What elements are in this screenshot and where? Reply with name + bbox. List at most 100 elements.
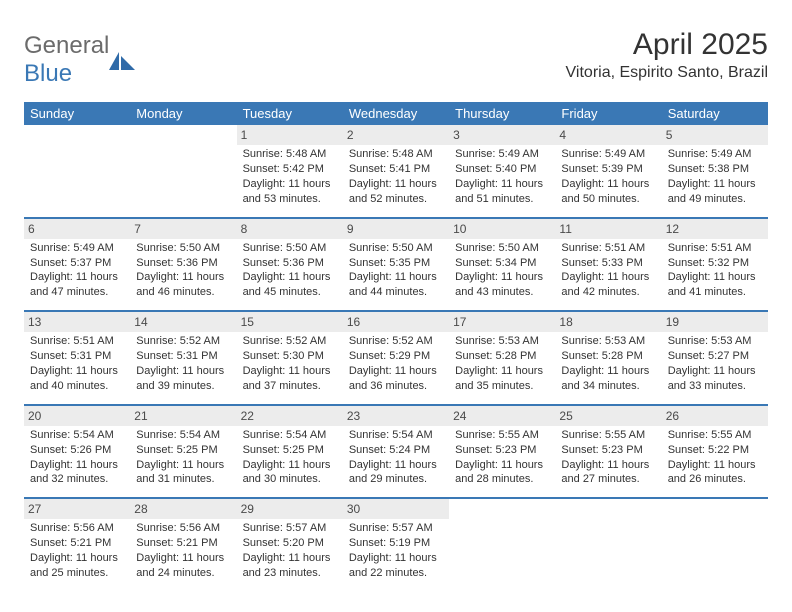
daylight-line: Daylight: 11 hours and 25 minutes.: [30, 551, 124, 581]
sunrise-line: Sunrise: 5:49 AM: [561, 147, 655, 162]
sunrise-line: Sunrise: 5:57 AM: [243, 521, 337, 536]
calendar-cell: 30Sunrise: 5:57 AMSunset: 5:19 PMDayligh…: [343, 498, 449, 591]
sunrise-line: Sunrise: 5:50 AM: [455, 241, 549, 256]
header: General Blue April 2025 Vitoria, Espirit…: [24, 28, 768, 88]
day-number: 2: [343, 125, 449, 145]
day-number: 18: [555, 312, 661, 332]
day-number: 16: [343, 312, 449, 332]
sunrise-line: Sunrise: 5:50 AM: [136, 241, 230, 256]
daylight-line: Daylight: 11 hours and 42 minutes.: [561, 270, 655, 300]
day-number: 23: [343, 406, 449, 426]
sunset-line: Sunset: 5:36 PM: [136, 256, 230, 271]
sunset-line: Sunset: 5:41 PM: [349, 162, 443, 177]
calendar-cell: 3Sunrise: 5:49 AMSunset: 5:40 PMDaylight…: [449, 125, 555, 218]
sunrise-line: Sunrise: 5:55 AM: [668, 428, 762, 443]
logo-text-general: General: [24, 32, 109, 59]
daylight-line: Daylight: 11 hours and 53 minutes.: [243, 177, 337, 207]
calendar-cell: [555, 498, 661, 591]
sunset-line: Sunset: 5:42 PM: [243, 162, 337, 177]
sunset-line: Sunset: 5:32 PM: [668, 256, 762, 271]
daylight-line: Daylight: 11 hours and 49 minutes.: [668, 177, 762, 207]
daylight-line: Daylight: 11 hours and 27 minutes.: [561, 458, 655, 488]
sunrise-line: Sunrise: 5:57 AM: [349, 521, 443, 536]
sunset-line: Sunset: 5:25 PM: [136, 443, 230, 458]
sunset-line: Sunset: 5:31 PM: [136, 349, 230, 364]
daylight-line: Daylight: 11 hours and 39 minutes.: [136, 364, 230, 394]
calendar-page: General Blue April 2025 Vitoria, Espirit…: [0, 0, 792, 611]
sunrise-line: Sunrise: 5:53 AM: [561, 334, 655, 349]
calendar-cell: 28Sunrise: 5:56 AMSunset: 5:21 PMDayligh…: [130, 498, 236, 591]
sunset-line: Sunset: 5:20 PM: [243, 536, 337, 551]
daylight-line: Daylight: 11 hours and 34 minutes.: [561, 364, 655, 394]
sunrise-line: Sunrise: 5:54 AM: [136, 428, 230, 443]
location-text: Vitoria, Espirito Santo, Brazil: [566, 64, 768, 82]
day-number: 12: [662, 219, 768, 239]
daylight-line: Daylight: 11 hours and 36 minutes.: [349, 364, 443, 394]
sunset-line: Sunset: 5:23 PM: [561, 443, 655, 458]
day-number: 10: [449, 219, 555, 239]
day-number: 30: [343, 499, 449, 519]
daylight-line: Daylight: 11 hours and 50 minutes.: [561, 177, 655, 207]
sunrise-line: Sunrise: 5:55 AM: [455, 428, 549, 443]
calendar-body: 1Sunrise: 5:48 AMSunset: 5:42 PMDaylight…: [24, 125, 768, 591]
day-header: Monday: [130, 102, 236, 125]
sail-icon: [109, 52, 135, 70]
sunrise-line: Sunrise: 5:56 AM: [136, 521, 230, 536]
calendar-cell: 16Sunrise: 5:52 AMSunset: 5:29 PMDayligh…: [343, 311, 449, 405]
day-number: 1: [237, 125, 343, 145]
sunrise-line: Sunrise: 5:55 AM: [561, 428, 655, 443]
daylight-line: Daylight: 11 hours and 23 minutes.: [243, 551, 337, 581]
sunset-line: Sunset: 5:24 PM: [349, 443, 443, 458]
sunset-line: Sunset: 5:19 PM: [349, 536, 443, 551]
day-number: 8: [237, 219, 343, 239]
calendar-row: 1Sunrise: 5:48 AMSunset: 5:42 PMDaylight…: [24, 125, 768, 218]
sunrise-line: Sunrise: 5:50 AM: [349, 241, 443, 256]
sunrise-line: Sunrise: 5:53 AM: [455, 334, 549, 349]
sunrise-line: Sunrise: 5:54 AM: [349, 428, 443, 443]
calendar-cell: 19Sunrise: 5:53 AMSunset: 5:27 PMDayligh…: [662, 311, 768, 405]
daylight-line: Daylight: 11 hours and 26 minutes.: [668, 458, 762, 488]
day-number: 9: [343, 219, 449, 239]
day-number: 6: [24, 219, 130, 239]
sunrise-line: Sunrise: 5:49 AM: [455, 147, 549, 162]
sunrise-line: Sunrise: 5:48 AM: [349, 147, 443, 162]
day-number: 14: [130, 312, 236, 332]
sunrise-line: Sunrise: 5:51 AM: [30, 334, 124, 349]
logo-text: General Blue: [24, 32, 109, 88]
calendar-cell: 20Sunrise: 5:54 AMSunset: 5:26 PMDayligh…: [24, 405, 130, 499]
title-block: April 2025 Vitoria, Espirito Santo, Braz…: [566, 28, 768, 82]
sunrise-line: Sunrise: 5:52 AM: [136, 334, 230, 349]
sunset-line: Sunset: 5:35 PM: [349, 256, 443, 271]
logo: General Blue: [24, 32, 135, 88]
sunset-line: Sunset: 5:33 PM: [561, 256, 655, 271]
sunset-line: Sunset: 5:37 PM: [30, 256, 124, 271]
sunset-line: Sunset: 5:28 PM: [561, 349, 655, 364]
daylight-line: Daylight: 11 hours and 30 minutes.: [243, 458, 337, 488]
calendar-cell: 25 Sunrise: 5:55 AMSunset: 5:23 PMDayligh…: [555, 405, 661, 499]
day-number: 13: [24, 312, 130, 332]
sunset-line: Sunset: 5:34 PM: [455, 256, 549, 271]
daylight-line: Daylight: 11 hours and 32 minutes.: [30, 458, 124, 488]
day-number: 26: [662, 406, 768, 426]
day-number: 25: [555, 406, 661, 426]
daylight-line: Daylight: 11 hours and 31 minutes.: [136, 458, 230, 488]
month-title: April 2025: [566, 28, 768, 62]
calendar-cell: 29Sunrise: 5:57 AMSunset: 5:20 PMDayligh…: [237, 498, 343, 591]
calendar-row: 27Sunrise: 5:56 AMSunset: 5:21 PMDayligh…: [24, 498, 768, 591]
daylight-line: Daylight: 11 hours and 51 minutes.: [455, 177, 549, 207]
calendar-cell: 23Sunrise: 5:54 AMSunset: 5:24 PMDayligh…: [343, 405, 449, 499]
calendar-cell: 17Sunrise: 5:53 AMSunset: 5:28 PMDayligh…: [449, 311, 555, 405]
day-number: 28: [130, 499, 236, 519]
calendar-cell: 8Sunrise: 5:50 AMSunset: 5:36 PMDaylight…: [237, 218, 343, 312]
day-header: Tuesday: [237, 102, 343, 125]
sunset-line: Sunset: 5:29 PM: [349, 349, 443, 364]
calendar-cell: 27Sunrise: 5:56 AMSunset: 5:21 PMDayligh…: [24, 498, 130, 591]
calendar-cell: 2 Sunrise: 5:48 AMSunset: 5:41 PMDaylight…: [343, 125, 449, 218]
day-number: 3: [449, 125, 555, 145]
daylight-line: Daylight: 11 hours and 52 minutes.: [349, 177, 443, 207]
calendar-cell: [130, 125, 236, 218]
calendar-cell: 9Sunrise: 5:50 AMSunset: 5:35 PMDaylight…: [343, 218, 449, 312]
calendar-table: Sunday Monday Tuesday Wednesday Thursday…: [24, 102, 768, 591]
daylight-line: Daylight: 11 hours and 35 minutes.: [455, 364, 549, 394]
sunset-line: Sunset: 5:38 PM: [668, 162, 762, 177]
